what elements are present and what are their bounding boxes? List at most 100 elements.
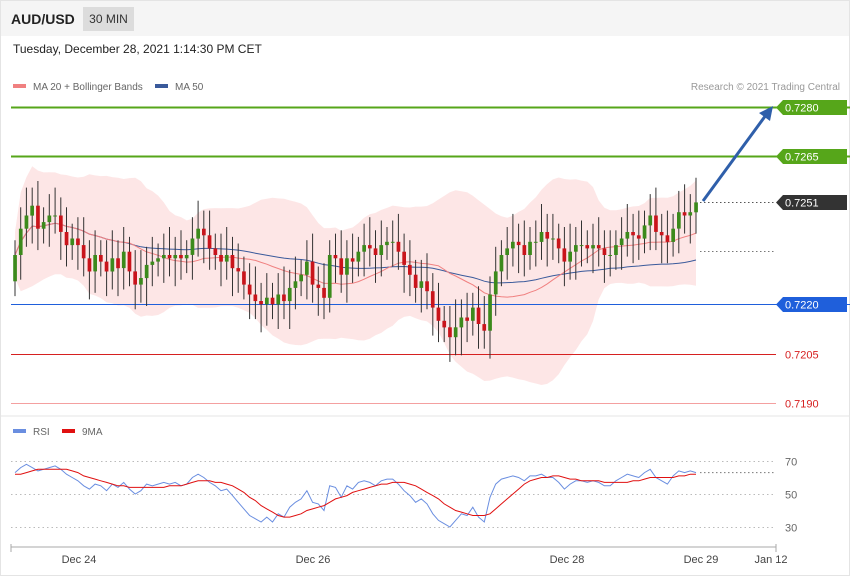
candle-body-17 — [110, 258, 115, 272]
candle-body-92 — [539, 232, 544, 242]
forecast-arrow-shaft — [701, 114, 768, 202]
level-label-0.7280: 0.7280 — [785, 103, 819, 115]
ma20-legend-label: MA 20 + Bollinger Bands — [33, 82, 143, 93]
candle-body-27 — [167, 255, 172, 259]
candle-body-105 — [614, 245, 618, 255]
bollinger-band — [15, 166, 696, 385]
candle-body-11 — [76, 238, 80, 246]
candle-body-2 — [24, 215, 29, 229]
ma9-line — [15, 468, 696, 518]
level-tag-0.7265 — [776, 149, 847, 164]
level-label-0.7251: 0.7251 — [785, 198, 819, 210]
candle-body-28 — [173, 255, 178, 259]
candle-body-0 — [13, 255, 17, 282]
candle-body-91 — [533, 241, 538, 243]
candle-body-45 — [270, 297, 275, 305]
candle-body-96 — [562, 248, 567, 262]
candle-body-87 — [511, 241, 515, 249]
candle-body-30 — [184, 255, 189, 259]
candle-body-71 — [419, 281, 424, 288]
candle-body-82 — [482, 324, 487, 331]
candle-body-90 — [528, 241, 532, 255]
candle-body-84 — [493, 271, 498, 295]
candle-body-76 — [448, 327, 452, 338]
candle-body-66 — [390, 241, 395, 243]
candle-body-103 — [602, 248, 607, 255]
rsi-tick-70: 70 — [785, 457, 797, 469]
candle-body-114 — [665, 235, 670, 242]
candle-body-7 — [53, 215, 57, 217]
candle-body-65 — [385, 241, 389, 246]
candle-body-73 — [430, 291, 435, 308]
candle-body-43 — [259, 301, 263, 305]
candle-body-109 — [636, 235, 641, 239]
candle-body-67 — [396, 241, 401, 252]
candle-body-1 — [18, 228, 23, 255]
candle-body-37 — [224, 255, 229, 262]
candle-body-22 — [139, 278, 143, 285]
time-tick-dec-29: Dec 29 — [684, 554, 719, 566]
candle-body-69 — [408, 264, 412, 275]
candle-body-13 — [87, 258, 92, 272]
ma50-legend-swatch — [155, 84, 168, 88]
time-tick-dec-24: Dec 24 — [62, 554, 97, 566]
level-label-0.7220: 0.7220 — [785, 300, 819, 312]
candle-body-48 — [287, 287, 292, 302]
candle-body-51 — [305, 261, 309, 275]
candle-body-112 — [654, 215, 658, 232]
price-panel: 0.7280 0.7265 0.7251 0.7220 0.7205 0.7190 — [11, 100, 850, 411]
candle-body-47 — [282, 294, 286, 302]
candle-body-99 — [579, 245, 584, 247]
candle-body-72 — [425, 281, 429, 292]
candle-body-64 — [379, 245, 384, 255]
candle-body-33 — [202, 228, 206, 236]
time-ticks: Dec 24 Dec 26 Dec 28 Dec 29 Jan 12 — [62, 554, 788, 566]
level-tag-0.7280 — [776, 100, 847, 115]
candle-body-113 — [659, 232, 664, 236]
rsi-tick-30: 30 — [785, 523, 797, 535]
candle-body-68 — [402, 251, 406, 265]
candle-body-102 — [596, 245, 601, 249]
candle-body-57 — [339, 258, 344, 275]
level-label-0.7190: 0.7190 — [785, 399, 819, 411]
candle-body-41 — [247, 284, 252, 295]
candle-body-56 — [333, 255, 338, 259]
candle-body-98 — [574, 245, 578, 252]
datetime-label: Tuesday, December 28, 2021 1:14:30 PM CE… — [13, 42, 262, 56]
rsi-legend-label: RSI — [33, 427, 50, 438]
candle-body-25 — [156, 258, 160, 262]
level-label-0.7265: 0.7265 — [785, 152, 819, 164]
candle-body-21 — [133, 271, 137, 285]
candle-body-93 — [545, 232, 550, 239]
time-tick-dec-28: Dec 28 — [550, 554, 585, 566]
rsi-legend-swatch — [13, 429, 26, 433]
candle-body-83 — [488, 294, 492, 331]
ma20-line — [14, 222, 697, 298]
ma9-legend-swatch — [62, 429, 75, 433]
candle-body-61 — [362, 245, 366, 252]
candle-body-39 — [236, 268, 241, 272]
candle-body-77 — [453, 327, 458, 338]
candle-body-10 — [70, 238, 75, 246]
candle-body-81 — [476, 307, 481, 324]
candle-body-117 — [682, 212, 687, 216]
candle-body-118 — [688, 212, 693, 216]
candle-body-44 — [265, 297, 269, 305]
candle-body-12 — [81, 245, 86, 259]
candle-body-86 — [505, 248, 509, 255]
candle-body-78 — [459, 317, 464, 328]
candle-body-59 — [350, 258, 355, 262]
level-tag-0.7251 — [776, 195, 847, 210]
candle-body-75 — [442, 320, 447, 328]
candle-body-89 — [522, 245, 527, 255]
candle-body-94 — [551, 238, 555, 240]
candle-body-116 — [677, 212, 681, 229]
level-tag-0.7220 — [776, 297, 847, 312]
candle-body-19 — [121, 251, 126, 269]
candle-body-15 — [99, 255, 103, 262]
candle-body-119 — [694, 202, 698, 213]
candle-body-115 — [671, 228, 675, 242]
candle-body-3 — [30, 205, 34, 216]
